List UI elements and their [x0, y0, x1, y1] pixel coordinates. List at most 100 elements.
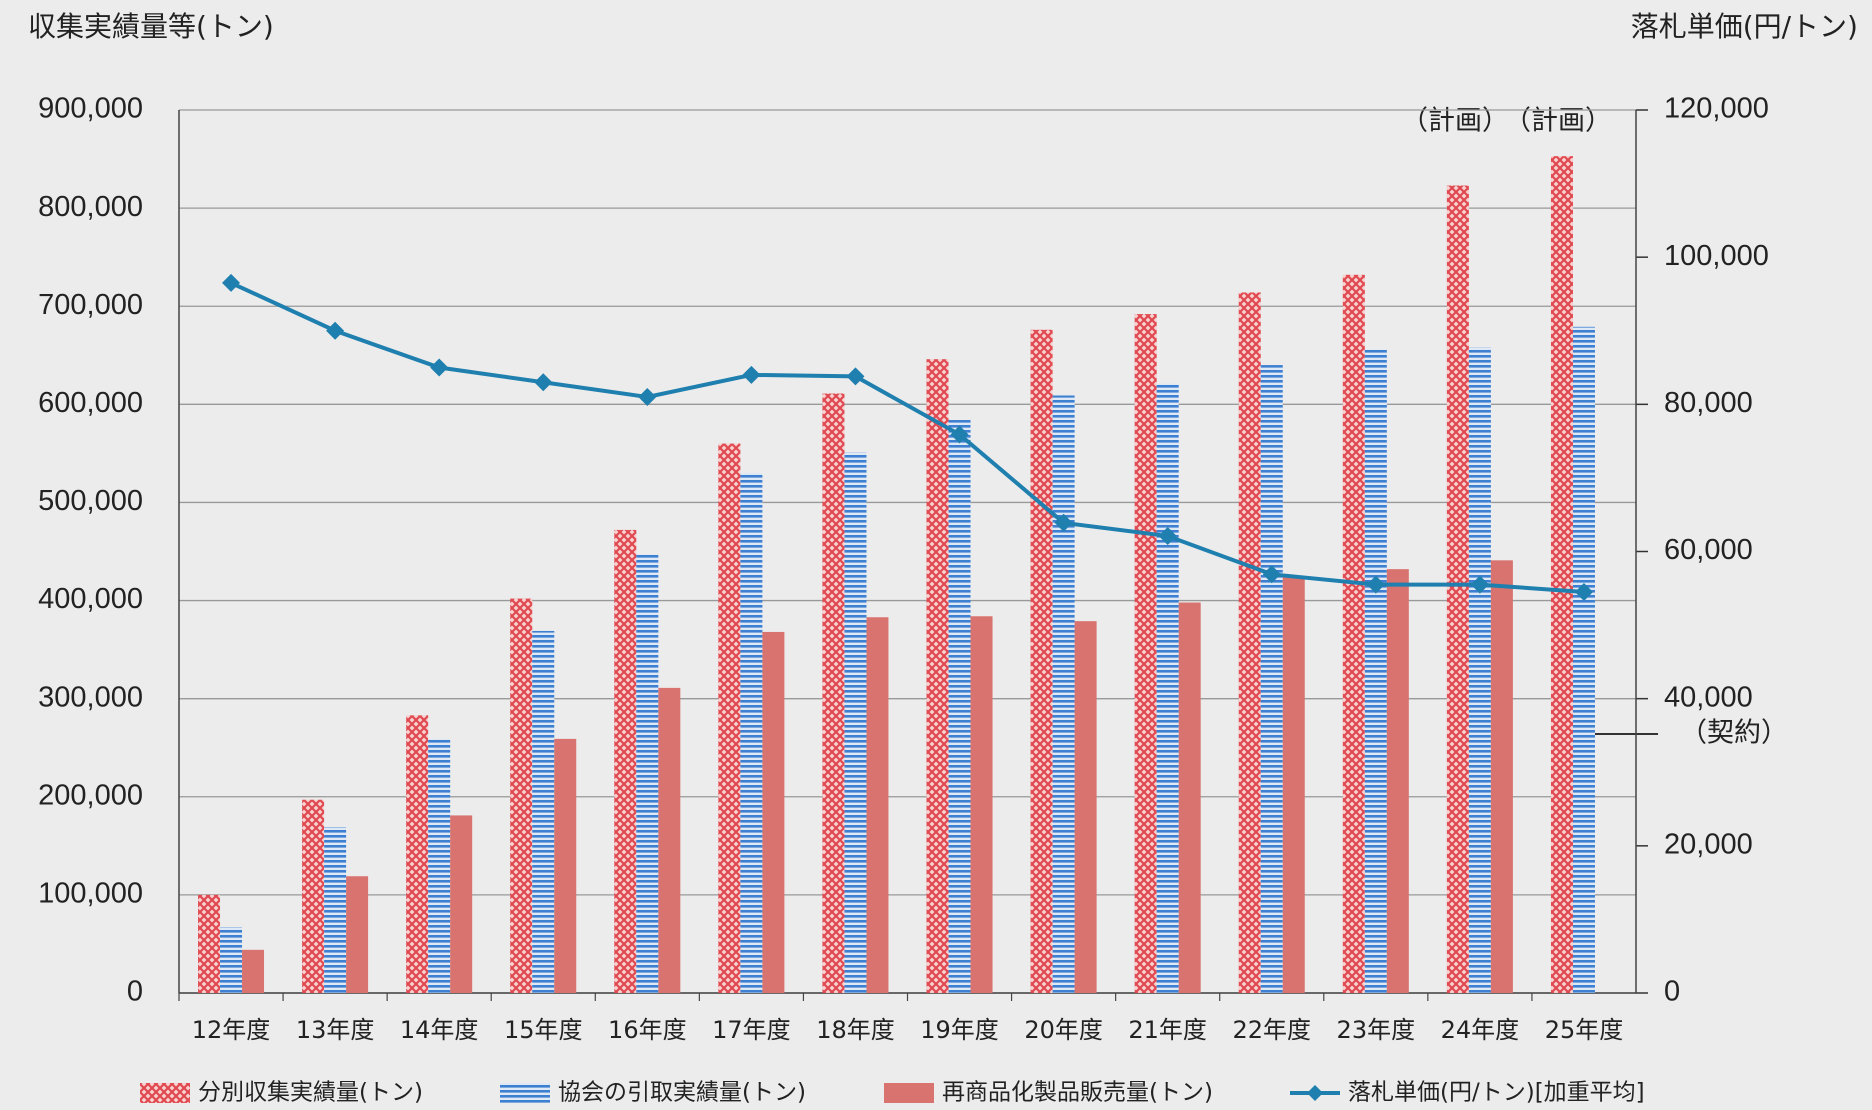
line-marker [1262, 565, 1281, 584]
line-marker [742, 365, 761, 384]
bar [302, 799, 325, 993]
bar [1342, 274, 1365, 993]
x-tick-label: 19年度 [920, 1016, 999, 1044]
bar [614, 529, 637, 993]
bar [1074, 621, 1097, 993]
bar [198, 894, 221, 993]
y-tick-label: 900,000 [38, 93, 143, 125]
bar [1030, 329, 1053, 993]
bar [740, 473, 763, 993]
bar [822, 393, 845, 993]
bar [658, 687, 681, 993]
y2-tick-label: 100,000 [1664, 240, 1769, 272]
x-tick-label: 23年度 [1337, 1016, 1416, 1044]
y2-axis-title: 落札単価(円/トン) [1631, 10, 1858, 43]
line-marker [1158, 527, 1177, 546]
bar [1260, 365, 1283, 994]
bar [1364, 349, 1387, 993]
y2-tick-label: 60,000 [1664, 534, 1753, 566]
legend-label: 落札単価(円/トン)[加重平均] [1348, 1080, 1645, 1106]
y2-tick-label: 40,000 [1664, 681, 1753, 713]
y-tick-label: 100,000 [38, 878, 143, 910]
legend-label: 再商品化製品販売量(トン) [942, 1080, 1213, 1106]
y-tick-label: 600,000 [38, 387, 143, 419]
bar [1490, 560, 1513, 993]
bar [1052, 395, 1075, 994]
bar [346, 876, 369, 993]
annotation: （契約） [1680, 718, 1788, 749]
bar [1134, 314, 1157, 993]
line-marker [222, 273, 241, 292]
bar [970, 616, 993, 993]
bar [554, 738, 577, 993]
annotation: （計画） [1401, 106, 1509, 137]
line-marker [326, 321, 345, 340]
legend-swatch [1307, 1085, 1323, 1101]
bar [1156, 383, 1179, 994]
x-tick-label: 24年度 [1441, 1016, 1520, 1044]
x-tick-label: 22年度 [1232, 1016, 1311, 1044]
legend-label: 協会の引取実績量(トン) [558, 1080, 806, 1106]
line-marker [638, 387, 657, 406]
bar [220, 927, 243, 993]
y-tick-label: 700,000 [38, 289, 143, 321]
line-marker [1054, 513, 1073, 532]
bar [844, 452, 867, 993]
line-marker [1470, 575, 1489, 594]
line-marker [534, 373, 553, 392]
bar [1468, 347, 1491, 993]
bar [926, 359, 949, 993]
line-marker [950, 425, 969, 444]
y-tick-label: 0 [127, 976, 143, 1008]
x-tick-label: 18年度 [816, 1016, 895, 1044]
x-tick-label: 12年度 [192, 1016, 271, 1044]
y-tick-label: 200,000 [38, 779, 143, 811]
bar [1386, 569, 1409, 993]
bar [1178, 602, 1201, 993]
legend-swatch [500, 1083, 550, 1103]
bar [532, 630, 555, 993]
x-tick-label: 17年度 [712, 1016, 791, 1044]
x-tick-label: 16年度 [608, 1016, 687, 1044]
bar [324, 827, 347, 993]
y2-tick-label: 80,000 [1664, 387, 1753, 419]
y-tick-label: 800,000 [38, 191, 143, 223]
annotation: （計画） [1504, 106, 1612, 137]
bar [406, 715, 429, 993]
line-marker [1366, 575, 1385, 594]
bar [1572, 326, 1595, 993]
legend-label: 分別収集実績量(トン) [198, 1080, 423, 1106]
bar [242, 949, 265, 993]
bar [1238, 292, 1261, 993]
line-marker [430, 358, 449, 377]
bar [1282, 577, 1305, 993]
x-tick-label: 25年度 [1545, 1016, 1624, 1044]
bar [866, 617, 889, 993]
x-tick-label: 13年度 [296, 1016, 375, 1044]
y-tick-label: 400,000 [38, 583, 143, 615]
x-tick-label: 14年度 [400, 1016, 479, 1044]
legend-swatch [884, 1083, 934, 1103]
x-tick-label: 21年度 [1128, 1016, 1207, 1044]
legend-swatch [140, 1083, 190, 1103]
y2-tick-label: 20,000 [1664, 828, 1753, 860]
x-tick-label: 20年度 [1024, 1016, 1103, 1044]
x-tick-label: 15年度 [504, 1016, 583, 1044]
y-tick-label: 500,000 [38, 485, 143, 517]
bar [1446, 185, 1469, 994]
line-marker [1574, 582, 1593, 601]
bar [718, 443, 741, 994]
bar [428, 738, 451, 993]
bar [450, 815, 473, 993]
bar [1550, 156, 1573, 993]
bar [762, 631, 785, 993]
y2-tick-label: 120,000 [1664, 93, 1769, 125]
y-axis-title: 収集実績量等(トン) [28, 10, 274, 43]
y2-tick-label: 0 [1664, 976, 1680, 1008]
bar [948, 420, 971, 993]
y-tick-label: 300,000 [38, 681, 143, 713]
bar [510, 598, 533, 993]
line-marker [846, 367, 865, 386]
